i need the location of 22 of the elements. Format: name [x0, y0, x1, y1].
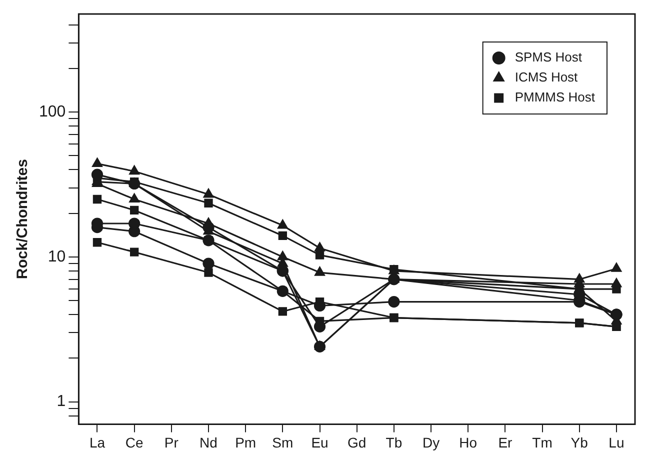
legend-label: PMMMS Host — [514, 90, 596, 105]
x-tick-label: Ho — [459, 434, 478, 450]
x-tick-label: Yb — [570, 434, 588, 450]
x-tick-label: Gd — [348, 434, 366, 450]
x-tick-label: Tb — [386, 434, 402, 450]
x-tick-label: Nd — [200, 434, 218, 450]
legend-label: SPMS Host — [514, 50, 582, 65]
x-tick-label: Eu — [311, 434, 328, 450]
y-tick-label: 10 — [48, 248, 66, 266]
x-tick-label: La — [89, 434, 106, 450]
y-tick-label: 1 — [56, 393, 66, 410]
x-tick-label: Lu — [608, 434, 624, 450]
x-tick-label: Pm — [235, 434, 256, 450]
x-tick-label: Er — [498, 434, 513, 450]
x-tick-label: Tm — [532, 434, 552, 450]
x-tick-label: Sm — [272, 434, 294, 450]
legend-label: ICMS Host — [514, 70, 578, 85]
x-tick-label: Dy — [422, 434, 440, 450]
y-axis-title: Rock/Chondrites — [14, 159, 32, 280]
x-tick-label: Ce — [125, 434, 144, 450]
x-tick-label: Pr — [164, 434, 179, 450]
y-tick-label: 100 — [38, 103, 66, 120]
